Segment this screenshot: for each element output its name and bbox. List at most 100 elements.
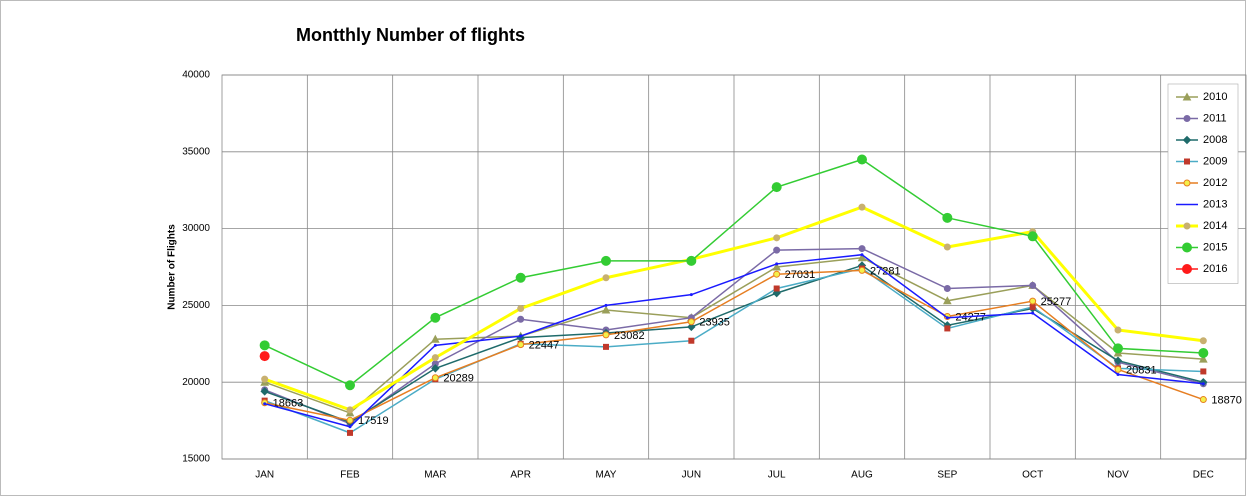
legend-label: 2013: [1203, 198, 1227, 210]
legend-label: 2010: [1203, 91, 1227, 103]
point: [1113, 356, 1123, 365]
point: [1199, 377, 1208, 387]
point: [260, 387, 269, 396]
point: [686, 255, 697, 266]
point: [604, 303, 608, 307]
x-tick-label: DEC: [1193, 470, 1214, 481]
point: [858, 245, 866, 253]
point: [430, 334, 440, 343]
point: [1114, 326, 1122, 334]
point: [1199, 337, 1207, 345]
x-tick-label: APR: [510, 470, 531, 481]
point: [602, 274, 610, 282]
point: [857, 253, 867, 262]
point: [771, 182, 782, 193]
series-line: [264, 267, 1204, 434]
data-label: 20831: [1126, 364, 1157, 376]
point: [772, 262, 782, 271]
legend-marker: [1182, 264, 1192, 274]
x-tick-label: JAN: [255, 470, 274, 481]
x-tick-label: NOV: [1107, 470, 1129, 481]
point: [773, 285, 780, 292]
y-tick-label: 35000: [182, 146, 210, 157]
point: [601, 305, 611, 314]
data-label: 20289: [443, 373, 474, 385]
x-tick-label: OCT: [1022, 470, 1043, 481]
point: [943, 285, 951, 293]
x-tick-label: AUG: [851, 470, 873, 481]
point: [857, 154, 867, 165]
legend-marker: [1182, 92, 1192, 101]
point: [688, 337, 695, 344]
point: [945, 316, 949, 320]
point: [1029, 303, 1036, 310]
data-label: 18663: [273, 398, 304, 410]
point: [944, 325, 951, 332]
x-tick-label: JUN: [682, 470, 701, 481]
legend-label: 2014: [1203, 220, 1227, 232]
point: [1114, 365, 1122, 373]
point: [1113, 343, 1123, 354]
point: [345, 380, 355, 391]
x-tick-label: MAY: [596, 470, 617, 481]
point: [603, 343, 609, 350]
legend-label: 2012: [1203, 177, 1227, 189]
point: [1201, 382, 1205, 386]
legend-label: 2011: [1203, 112, 1227, 124]
point: [773, 246, 781, 254]
y-tick-label: 25000: [182, 300, 210, 311]
point: [1029, 297, 1037, 305]
x-tick-label: MAR: [424, 470, 446, 481]
point: [775, 262, 779, 266]
legend-label: 2008: [1203, 134, 1227, 146]
y-tick-label: 40000: [182, 70, 210, 81]
x-tick-label: SEP: [937, 470, 957, 481]
point: [687, 322, 696, 332]
y-tick-label: 15000: [182, 454, 210, 465]
point: [263, 402, 267, 406]
point: [689, 293, 693, 297]
point: [515, 272, 526, 283]
data-label: 17519: [358, 415, 389, 427]
point: [1200, 368, 1207, 375]
data-label: 24277: [955, 311, 986, 323]
point: [942, 212, 953, 223]
point: [1199, 396, 1207, 404]
point: [431, 374, 439, 382]
series-line: [264, 247, 1204, 425]
point: [261, 375, 269, 383]
series-line: [264, 253, 1204, 428]
point: [431, 354, 439, 362]
data-label: 22447: [529, 340, 560, 352]
series-line: [264, 158, 1204, 387]
point: [1198, 354, 1208, 363]
point: [773, 234, 781, 242]
data-label: 23082: [614, 330, 645, 342]
chart-title: Montthly Number of flights: [296, 25, 525, 45]
point: [346, 416, 354, 424]
point: [943, 243, 951, 251]
series-line: [264, 269, 1204, 422]
y-axis-label: Number of Flights: [167, 224, 178, 310]
series-line: [264, 205, 1204, 412]
y-tick-label: 20000: [182, 377, 210, 388]
point: [348, 425, 352, 429]
y-tick-label: 30000: [182, 223, 210, 234]
legend-marker: [1184, 158, 1190, 165]
legend-marker: [1182, 135, 1192, 145]
point: [1198, 348, 1209, 359]
point: [259, 340, 270, 351]
point: [942, 296, 952, 305]
point: [259, 351, 270, 362]
point: [1029, 281, 1037, 289]
point: [601, 255, 611, 266]
legend-label: 2016: [1203, 263, 1227, 275]
legend-label: 2015: [1203, 241, 1227, 253]
point: [431, 364, 440, 373]
legend-marker: [1183, 222, 1191, 230]
point: [347, 429, 353, 436]
legend-marker: [1183, 179, 1191, 187]
point: [517, 341, 525, 349]
